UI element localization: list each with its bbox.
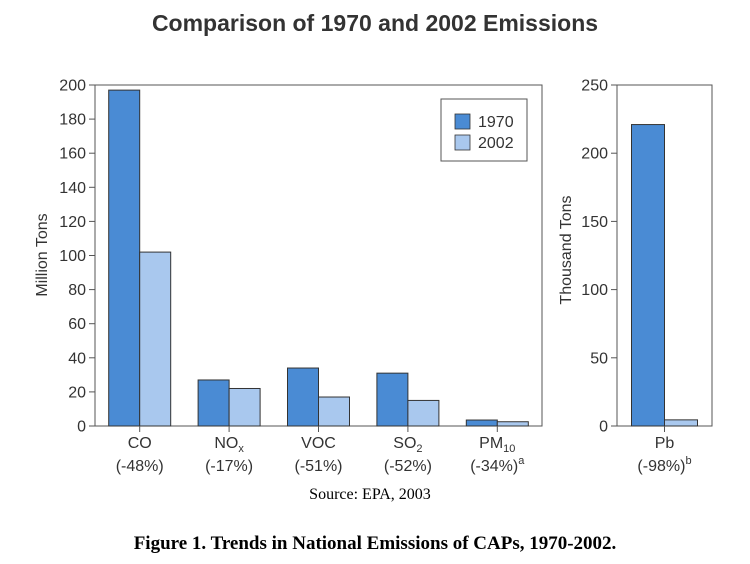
left-bars: [108, 89, 529, 427]
left-y-tick-label: 0: [77, 419, 86, 436]
left-y-tick-label: 160: [59, 146, 86, 163]
left-bar-pm-1970: [465, 419, 498, 427]
left-y-tick-label: 120: [59, 214, 86, 231]
left-bar-so-2002: [407, 399, 440, 427]
right-bars: [631, 124, 698, 427]
left-bar-voc-2002: [318, 396, 350, 427]
right-bar-pb-1970: [631, 124, 665, 427]
right-y-tick-label: 200: [581, 146, 608, 163]
legend-label-1970: 1970: [478, 114, 514, 131]
left-category-label: PM10: [479, 435, 515, 455]
left-y-tick-label: 180: [59, 112, 86, 129]
left-y-tick-label: 100: [59, 248, 86, 265]
left-y-tick-label: 200: [59, 78, 86, 95]
left-panel: 0 20 40 60 80 100 120 140 160 180 200 CO (-48%) NOx (…: [34, 78, 543, 475]
right-y-tick-label: 50: [590, 350, 608, 367]
left-y-axis-label: Million Tons: [34, 213, 51, 296]
figure-caption: Figure 1. Trends in National Emissions o…: [133, 533, 617, 554]
left-y-tick-label: 60: [68, 316, 86, 333]
left-bar-so-1970: [376, 372, 409, 427]
left-category-change: (-34%)a: [470, 455, 525, 475]
left-y-tick-label: 80: [68, 282, 86, 299]
right-y-tick-label: 0: [599, 419, 608, 436]
right-bar-pb-2002: [664, 419, 698, 427]
left-y-axis-ticks: 0 20 40 60 80 100 120 140 160 180 200: [59, 78, 95, 436]
right-category-change: (-98%)b: [637, 455, 691, 475]
left-y-tick-label: 20: [68, 384, 86, 401]
right-x-axis-labels: Pb (-98%)b: [637, 426, 692, 475]
left-x-axis-labels: CO (-48%) NOx (-17%) VOC (-51%) SO2 (-52%) PM10(…: [116, 426, 525, 475]
left-bar-pm-2002: [496, 421, 529, 427]
left-category-change: (-52%): [384, 458, 432, 475]
left-y-tick-label: 140: [59, 180, 86, 197]
left-category-label: SO2: [393, 435, 422, 455]
right-y-tick-label: 250: [581, 78, 608, 95]
legend: 1970 2002: [440, 98, 528, 162]
right-category-label: Pb: [655, 435, 675, 452]
legend-swatch-2002: [454, 134, 471, 151]
right-y-axis-ticks: 0 50 100 150 200 250: [581, 78, 617, 436]
left-category-label: CO: [128, 435, 152, 452]
left-category-change: (-17%): [205, 458, 253, 475]
source-note: Source: EPA, 2003: [309, 486, 431, 503]
left-bar-co-1970: [108, 89, 141, 427]
right-panel: 0 50 100 150 200 250 Pb (-98%)b Thousand Tons: [558, 78, 713, 475]
legend-label-2002: 2002: [478, 135, 514, 152]
right-y-tick-label: 100: [581, 282, 608, 299]
left-category-change: (-51%): [294, 458, 342, 475]
legend-box: [440, 98, 528, 162]
left-bar-no-2002: [228, 387, 261, 427]
legend-swatch-1970: [454, 113, 471, 130]
left-category-change: (-48%): [116, 458, 164, 475]
right-y-axis-label: Thousand Tons: [558, 195, 575, 304]
left-bar-voc-1970: [287, 367, 319, 427]
left-y-tick-label: 40: [68, 350, 86, 367]
left-category-label: NOx: [214, 435, 244, 455]
left-bar-no-1970: [197, 379, 230, 427]
left-bar-co-2002: [139, 251, 172, 427]
left-category-label: VOC: [301, 435, 336, 452]
chart-title: Comparison of 1970 and 2002 Emissions: [151, 10, 599, 36]
right-y-tick-label: 150: [581, 214, 608, 231]
